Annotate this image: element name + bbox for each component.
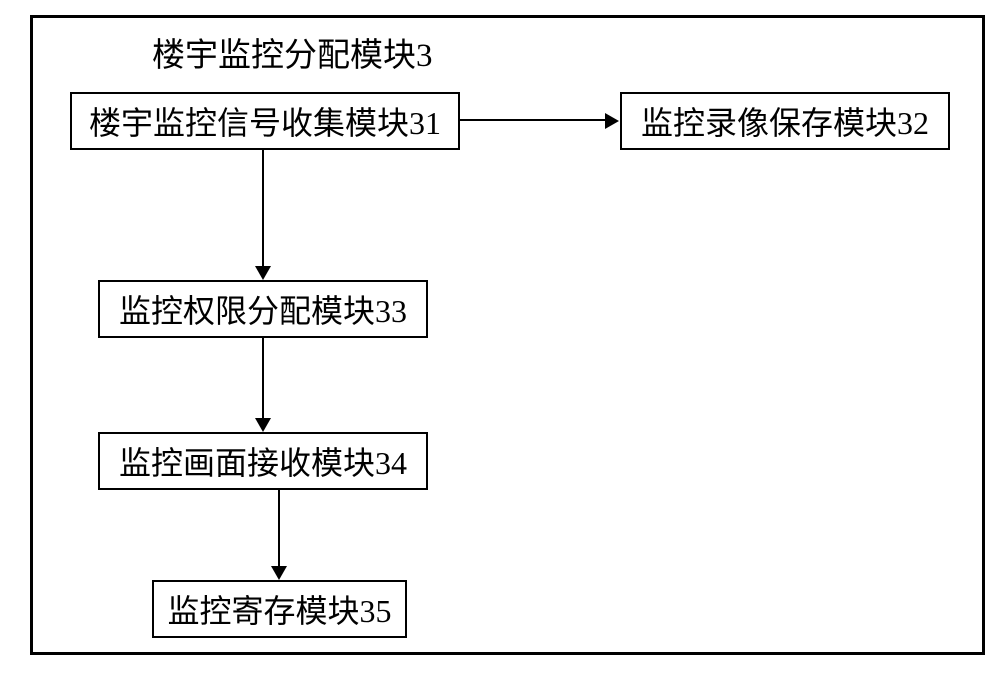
node-storage-35: 监控寄存模块35 [152,580,407,638]
node-screen-receive-34: 监控画面接收模块34 [98,432,428,490]
arrow-head-33-to-34 [255,418,271,432]
node-label: 监控画面接收模块34 [119,438,407,484]
arrow-line-33-to-34 [262,338,264,418]
node-label: 监控权限分配模块33 [119,286,407,332]
arrow-line-31-to-32 [460,119,605,121]
arrow-line-34-to-35 [278,490,280,566]
node-signal-collection-31: 楼宇监控信号收集模块31 [70,92,460,150]
arrow-line-31-to-33 [262,150,264,266]
node-label: 监控录像保存模块32 [641,98,929,144]
diagram-title: 楼宇监控分配模块3 [152,28,433,76]
arrow-head-34-to-35 [271,566,287,580]
node-record-save-32: 监控录像保存模块32 [620,92,950,150]
arrow-head-31-to-32 [605,113,619,129]
arrow-head-31-to-33 [255,266,271,280]
node-label: 楼宇监控信号收集模块31 [89,98,441,144]
node-permission-assign-33: 监控权限分配模块33 [98,280,428,338]
node-label: 监控寄存模块35 [168,586,392,632]
